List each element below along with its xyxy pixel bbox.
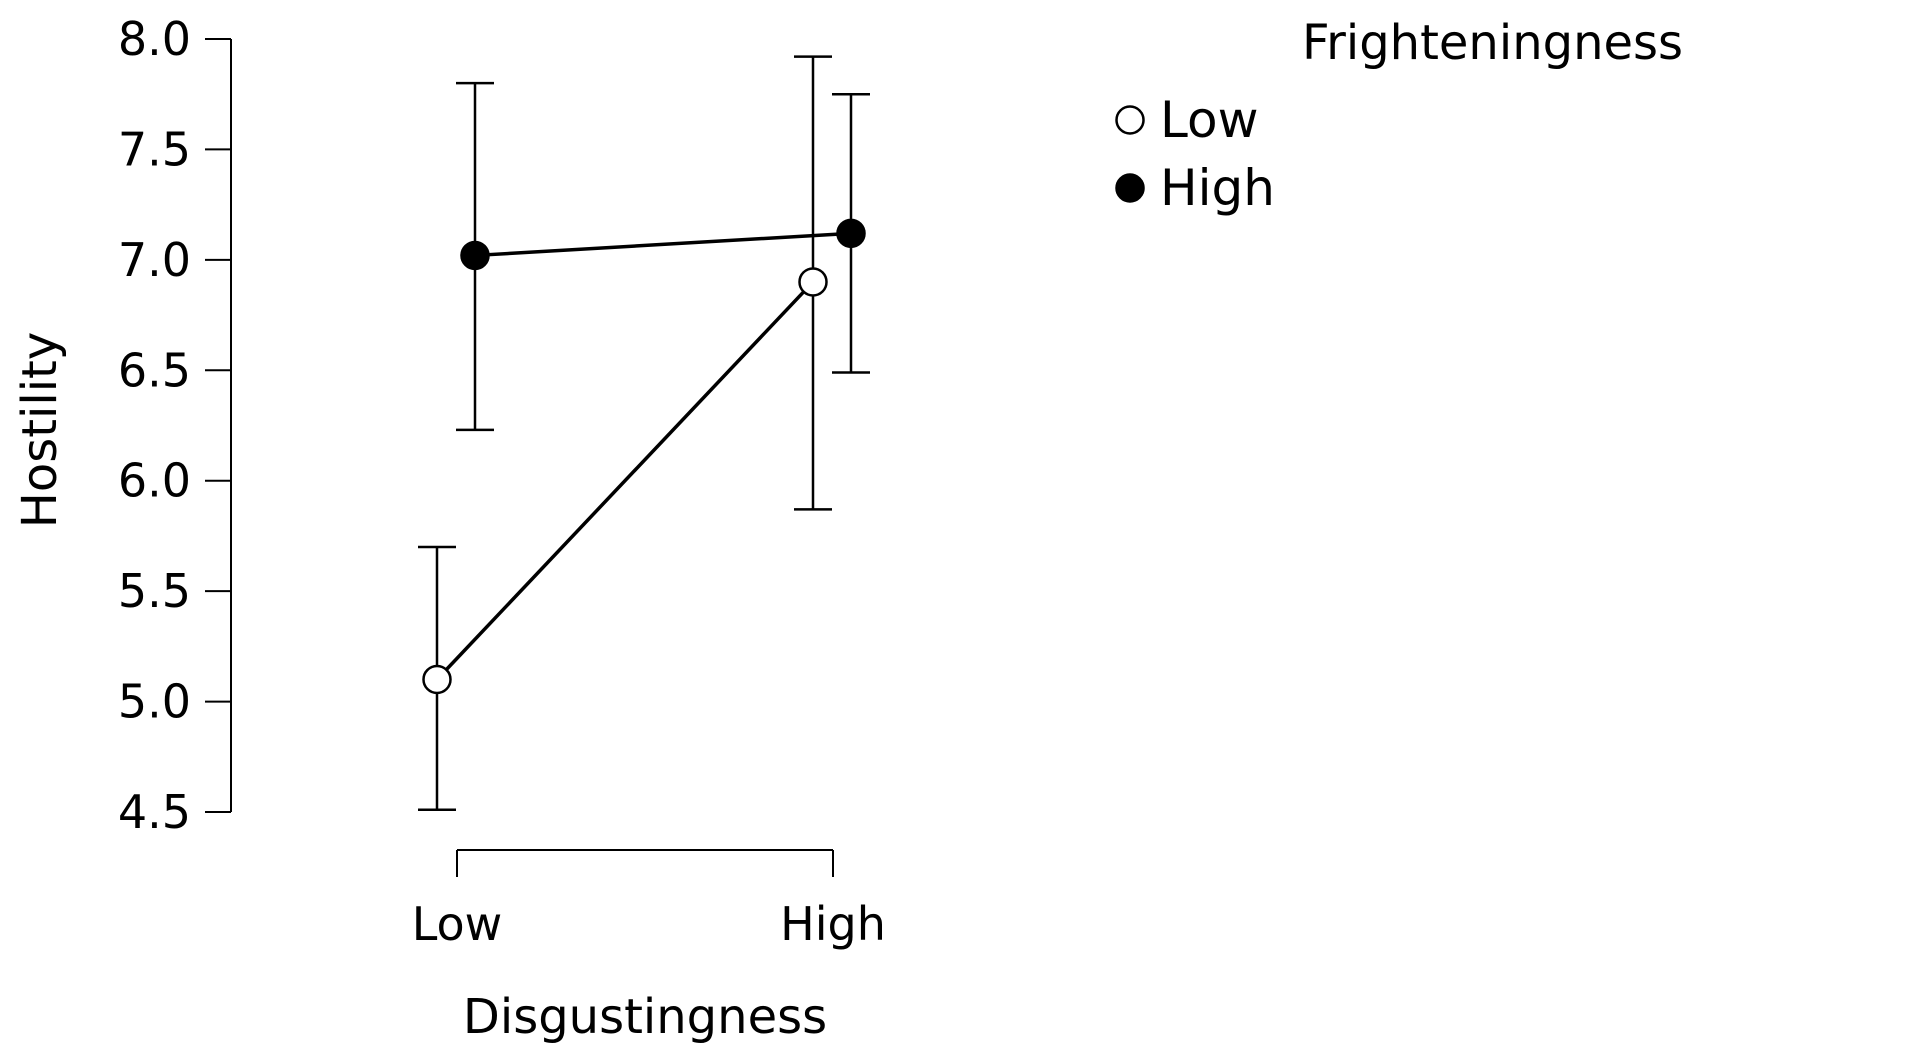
- legend-marker: [1115, 173, 1145, 203]
- y-tick-label: 6.5: [118, 343, 191, 397]
- series-line: [474, 231, 852, 258]
- y-tick-label: 6.0: [118, 454, 191, 508]
- series-low: [418, 55, 832, 812]
- y-tick-label: 5.5: [118, 564, 191, 618]
- y-tick-label: 5.0: [118, 675, 191, 729]
- data-point: [460, 240, 490, 271]
- legend-title: Frighteningness: [1302, 15, 1683, 71]
- data-point: [836, 218, 866, 249]
- y-tick-label: 4.5: [118, 785, 191, 839]
- x-tick-label: High: [780, 897, 886, 951]
- series-layer: [418, 55, 870, 812]
- y-tick-label: 7.5: [118, 122, 191, 176]
- y-axis: 4.5 5.0 5.5 6.0 6.5 7.0 7.5 8.0: [118, 12, 232, 839]
- x-axis-title: Disgustingness: [463, 989, 827, 1045]
- legend-label: Low: [1160, 91, 1258, 149]
- x-axis: Low High: [412, 849, 886, 951]
- data-point: [422, 664, 452, 695]
- y-tick-label: 7.0: [118, 233, 191, 287]
- y-axis-title: Hostility: [12, 332, 68, 529]
- series-line: [435, 280, 815, 681]
- data-point: [798, 267, 828, 297]
- y-tick-label: 8.0: [118, 12, 191, 66]
- legend: Frighteningness Low High: [1115, 15, 1683, 217]
- x-tick-label: Low: [412, 897, 503, 951]
- legend-marker: [1115, 105, 1145, 135]
- legend-label: High: [1160, 159, 1275, 217]
- series-high: [456, 81, 870, 432]
